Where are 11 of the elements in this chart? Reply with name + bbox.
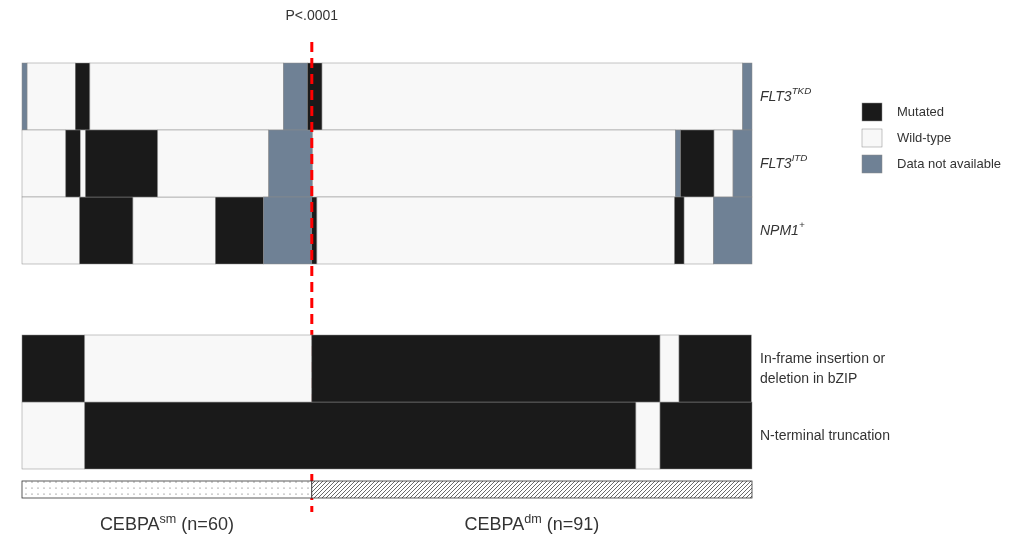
y-tick-label: FLT3$^{ITD}$ <box>760 151 808 171</box>
y-tick-label: In-frame insertion or deletion in bZIP <box>760 349 886 386</box>
y-tick-label: N-terminal truncation <box>760 426 890 443</box>
band-label: CEBPA$^{dm}$ (n=91) <box>464 512 600 534</box>
legend-label: Mutated <box>897 104 944 120</box>
legend-label: Data not available <box>897 156 1002 172</box>
y-tick-label: FLT3$^{TKD}$ <box>760 84 812 104</box>
ref-line-label: P<.0001 <box>285 7 339 23</box>
legend-label: Wild-type <box>897 130 952 146</box>
band-label: CEBPA$^{sm}$ (n=60) <box>99 512 234 534</box>
y-tick-label: NPM1$^{+}$ <box>760 218 805 238</box>
